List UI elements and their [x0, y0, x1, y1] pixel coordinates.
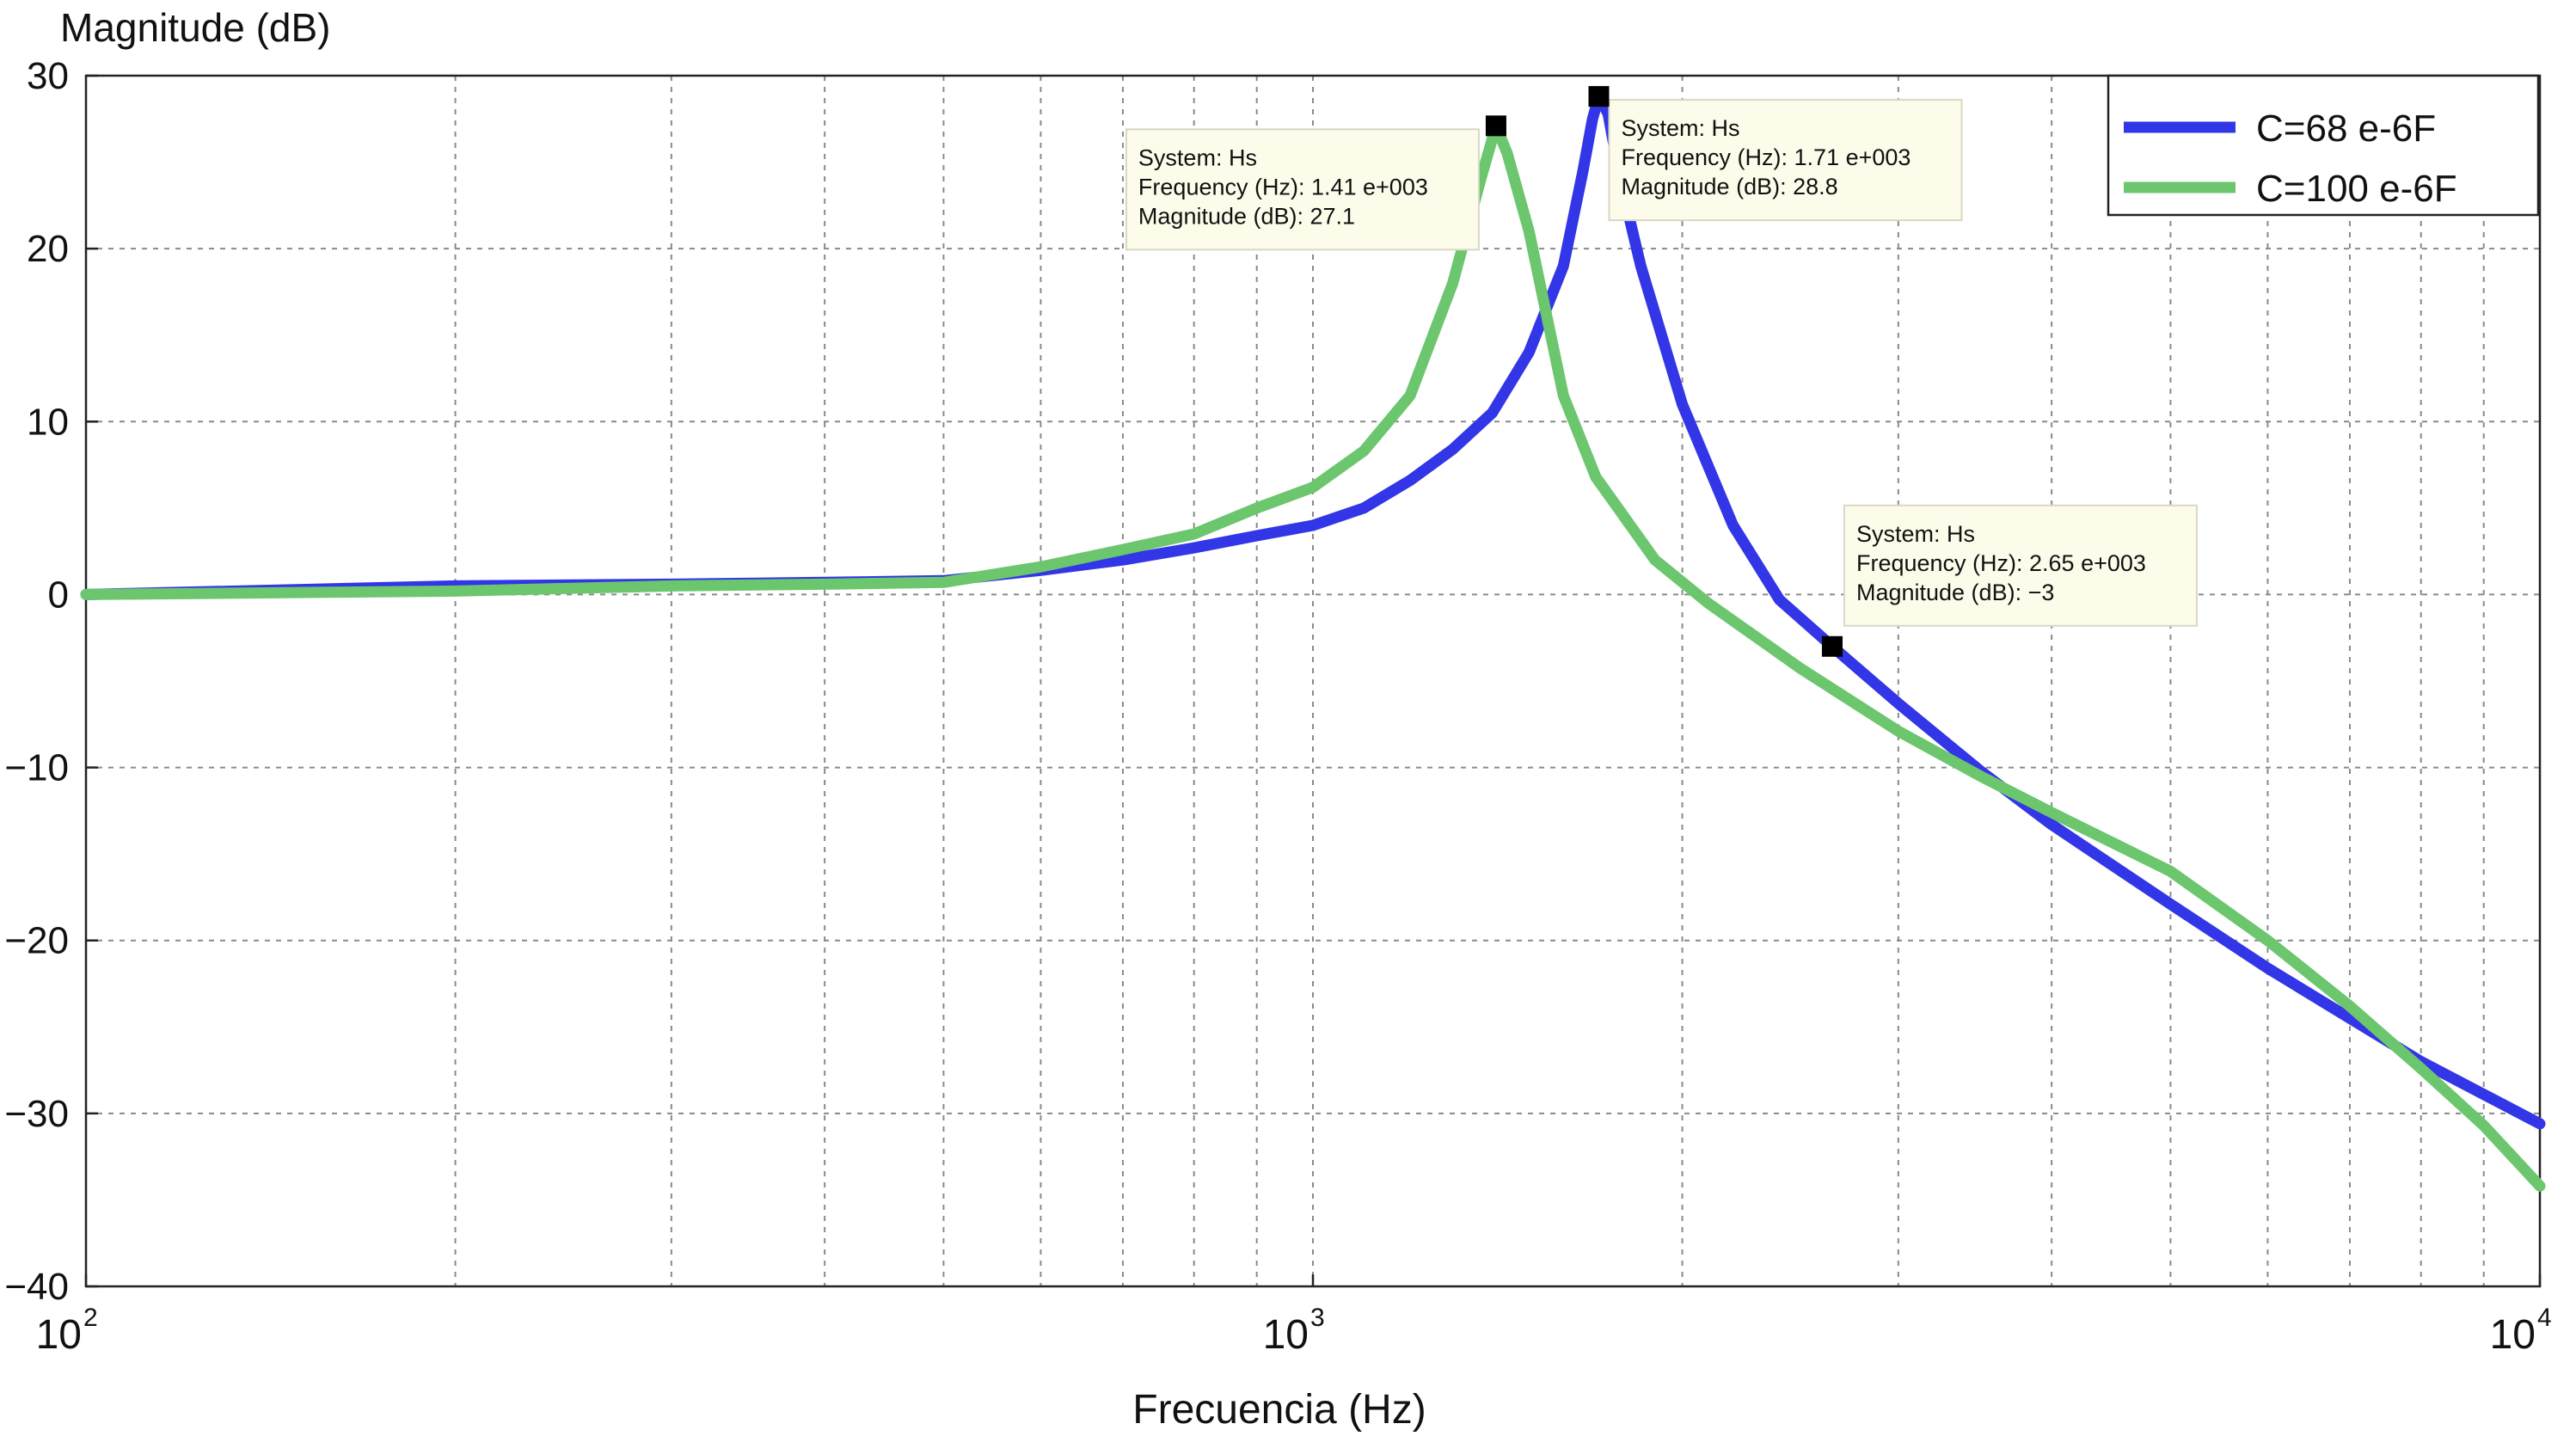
- y-tick-label: 0: [48, 574, 69, 616]
- y-tick-label: −10: [4, 747, 69, 789]
- y-axis: 30 20 10 0 −10 −20 −30 −40: [4, 55, 98, 1308]
- y-tick-label: −40: [4, 1266, 69, 1308]
- datatip-line: Frequency (Hz): 1.71 e+003: [1621, 144, 1911, 170]
- legend: C=68 e-6F C=100 e-6F: [2107, 74, 2540, 217]
- y-tick-label: 20: [27, 228, 69, 270]
- x-tick-exponent: 4: [2537, 1304, 2552, 1332]
- x-axis-title: Frecuencia (Hz): [1132, 1387, 1426, 1433]
- series-line-c100: [80, 120, 2546, 1192]
- datatip-line: Magnitude (dB): 28.8: [1621, 174, 1837, 199]
- y-tick-label: −20: [4, 920, 69, 962]
- datatip: System: Hs Frequency (Hz): 2.65 e+003 Magn…: [1821, 504, 2198, 657]
- x-tick-exponent: 3: [1310, 1304, 1325, 1332]
- datatip-box: [1125, 128, 1480, 251]
- datatip-marker: [1588, 86, 1610, 107]
- legend-label-c68: C=68 e-6F: [2256, 107, 2436, 150]
- x-tick-label: 10 3: [1263, 1304, 1325, 1358]
- datatip: System: Hs Frequency (Hz): 1.71 e+003 Magn…: [1588, 86, 1963, 222]
- series-layer: [80, 90, 2546, 1192]
- datatip: System: Hs Frequency (Hz): 1.41 e+003 Magn…: [1125, 115, 1506, 251]
- datatip-line: System: Hs: [1856, 521, 1975, 547]
- x-axis: 10 2 10 3 10 4: [36, 1274, 2552, 1358]
- datatip-line: Frequency (Hz): 2.65 e+003: [1856, 550, 2146, 576]
- datatip-marker: [1485, 115, 1506, 137]
- y-tick-label: 10: [27, 401, 69, 443]
- datatip-box: [1608, 99, 1963, 222]
- datatip-line: System: Hs: [1138, 144, 1257, 170]
- x-tick-label: 10 4: [2490, 1304, 2552, 1358]
- y-tick-label: 30: [27, 55, 69, 97]
- datatip-line: Frequency (Hz): 1.41 e+003: [1138, 174, 1428, 199]
- x-tick-base: 10: [1263, 1312, 1309, 1358]
- datatip-layer: System: Hs Frequency (Hz): 1.41 e+003 Magn…: [1125, 86, 2198, 657]
- grid-lines: [86, 76, 2540, 1286]
- y-axis-title: Magnitude (dB): [60, 5, 331, 50]
- x-tick-label: 10 2: [36, 1304, 98, 1358]
- x-tick-exponent: 2: [83, 1304, 98, 1332]
- x-tick-base: 10: [36, 1312, 82, 1358]
- datatip-line: Magnitude (dB): 27.1: [1138, 203, 1355, 229]
- datatip-box: [1843, 504, 2198, 627]
- series-line-c68: [80, 90, 2546, 1130]
- y-tick-label: −30: [4, 1093, 69, 1135]
- legend-label-c100: C=100 e-6F: [2256, 168, 2457, 210]
- datatip-line: Magnitude (dB): −3: [1856, 580, 2054, 605]
- x-tick-base: 10: [2490, 1312, 2536, 1358]
- datatip-line: System: Hs: [1621, 115, 1739, 141]
- datatip-marker: [1821, 635, 1843, 657]
